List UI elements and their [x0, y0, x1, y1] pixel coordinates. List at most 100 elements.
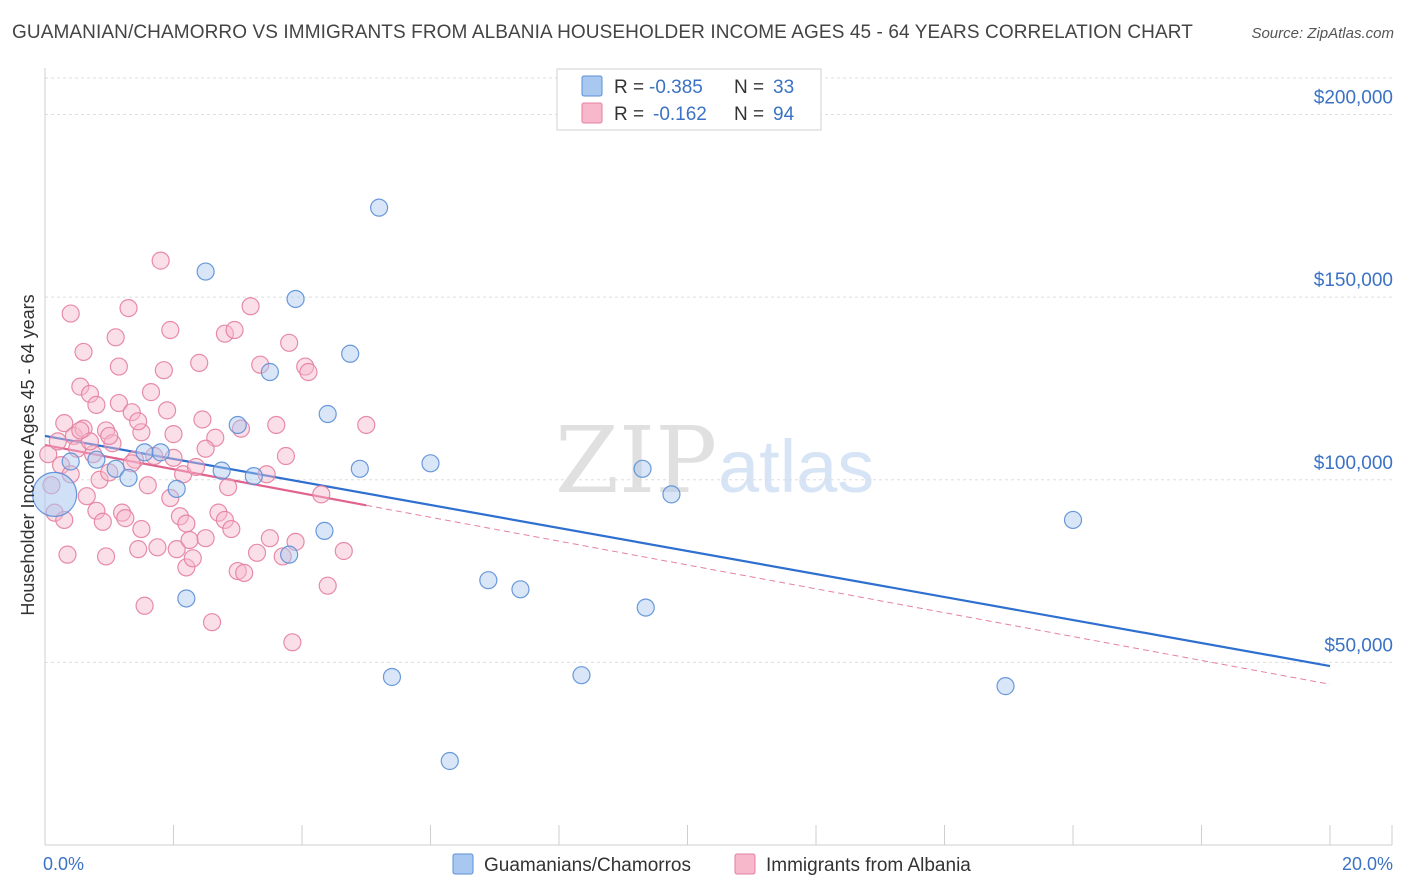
point-guamanian: [196, 262, 215, 281]
trend-line-albania-extension: [366, 504, 1331, 685]
point-albania: [106, 328, 125, 347]
point-albania: [334, 541, 353, 561]
point-albania: [39, 445, 58, 464]
point-albania: [235, 563, 254, 582]
point-albania: [219, 477, 238, 497]
point-albania: [193, 410, 212, 429]
source-label: Source: ZipAtlas.com: [1251, 25, 1394, 42]
watermark-zip: ZIP: [555, 407, 717, 514]
point-albania: [100, 426, 119, 446]
point-guamanian: [32, 471, 78, 517]
point-albania: [157, 401, 177, 420]
point-albania: [222, 519, 241, 539]
point-guamanian: [421, 454, 440, 473]
point-albania: [122, 454, 141, 473]
legend-n-value-2: 94: [773, 104, 795, 125]
point-guamanian: [212, 461, 231, 480]
point-albania: [296, 357, 315, 376]
legend-n-label-1: N =: [734, 77, 764, 98]
bottom-legend-swatch-guamanian: [452, 853, 474, 875]
bottom-legend-label-guamanian: Guamanians/Chamorros: [484, 855, 691, 876]
point-albania: [260, 529, 279, 548]
point-albania: [129, 412, 148, 431]
legend-r-label-2: R =: [614, 104, 644, 125]
point-guamanian: [286, 289, 305, 309]
point-albania: [299, 362, 318, 382]
point-albania: [141, 383, 161, 402]
point-albania: [196, 529, 215, 548]
y-tick-label: $50,000: [1324, 635, 1393, 656]
point-albania: [202, 613, 222, 632]
point-albania: [280, 333, 299, 352]
point-albania: [186, 457, 206, 477]
point-guamanian: [633, 459, 652, 478]
point-guamanian: [636, 598, 655, 617]
point-albania: [61, 304, 80, 323]
point-albania: [71, 421, 90, 440]
point-albania: [251, 355, 270, 374]
point-guamanian: [167, 479, 186, 498]
point-albania: [241, 297, 260, 316]
point-albania: [228, 561, 247, 581]
y-tick-label: $150,000: [1314, 270, 1393, 291]
point-albania: [164, 425, 183, 444]
point-albania: [215, 324, 234, 343]
legend-r-value-1: -0.385: [649, 77, 703, 98]
point-albania: [74, 342, 93, 362]
point-albania: [93, 512, 112, 531]
point-guamanian: [280, 545, 299, 564]
point-albania: [90, 470, 109, 489]
point-albania: [177, 558, 196, 577]
point-guamanian: [151, 443, 170, 462]
point-albania: [273, 547, 292, 566]
point-guamanian: [106, 459, 125, 478]
point-guamanian: [260, 362, 279, 382]
point-albania: [215, 510, 234, 530]
point-guamanian: [318, 404, 337, 424]
series-legend: Guamanians/Chamorros Immigrants from Alb…: [452, 853, 971, 876]
watermark-atlas: atlas: [718, 425, 874, 508]
trend-line-guamanian: [44, 434, 1331, 668]
legend-n-value-1: 33: [773, 77, 794, 98]
point-albania: [138, 476, 157, 495]
point-albania: [135, 596, 154, 615]
legend-r-label-1: R =: [614, 77, 644, 98]
point-albania: [183, 549, 202, 568]
point-guamanian: [135, 443, 154, 462]
point-albania: [161, 488, 180, 508]
point-albania: [116, 509, 135, 528]
point-albania: [167, 540, 186, 559]
point-albania: [112, 503, 132, 522]
point-albania: [148, 538, 167, 557]
point-guamanian: [572, 666, 591, 685]
point-albania: [80, 384, 100, 404]
correlation-legend: R = -0.385 N = 33 R = -0.162 N = 94: [556, 68, 822, 131]
point-albania: [71, 377, 90, 396]
point-albania: [109, 393, 128, 413]
point-guamanian: [511, 580, 530, 599]
point-albania: [87, 501, 106, 520]
point-albania: [129, 540, 148, 559]
point-albania: [170, 507, 190, 526]
point-albania: [109, 357, 128, 376]
point-guamanian: [662, 485, 681, 504]
point-albania: [58, 545, 77, 564]
y-tick-label: $200,000: [1314, 88, 1393, 109]
point-guamanian: [479, 571, 498, 590]
point-guamanian: [228, 415, 247, 435]
point-albania: [196, 439, 215, 458]
point-albania: [247, 543, 267, 562]
point-guamanian: [382, 667, 402, 687]
legend-swatch-albania: [581, 102, 603, 124]
point-guamanian: [996, 677, 1015, 696]
point-albania: [312, 485, 331, 504]
point-albania: [132, 423, 151, 442]
point-albania: [283, 633, 302, 652]
point-guamanian: [1063, 510, 1083, 530]
point-albania: [190, 353, 209, 372]
point-guamanian: [370, 198, 389, 217]
y-tick-label: $100,000: [1314, 453, 1393, 474]
point-guamanian: [315, 521, 334, 540]
point-albania: [225, 320, 244, 340]
